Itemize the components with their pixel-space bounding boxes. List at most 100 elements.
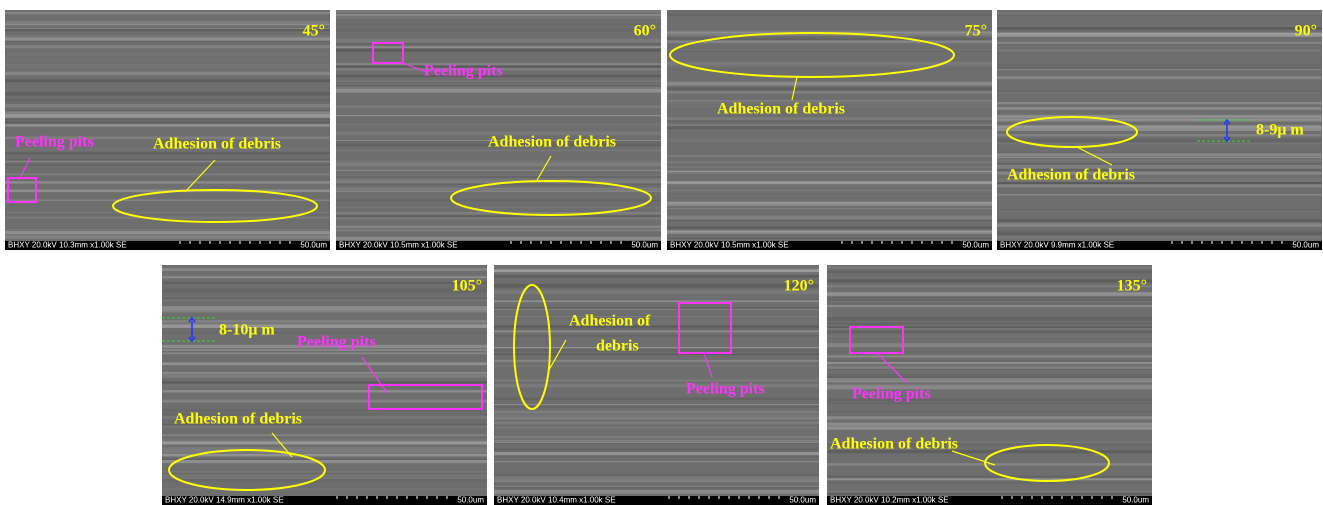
info-text: BHXY 20.0kV 10.4mm x1.00k SE [497, 496, 616, 505]
surface-streak [494, 321, 819, 323]
surface-streak [827, 381, 1152, 382]
surface-streak [5, 181, 330, 184]
surface-streak [494, 284, 819, 288]
surface-streak [494, 415, 819, 419]
surface-streak [827, 309, 1152, 310]
surface-streak [336, 229, 661, 231]
surface-streak [336, 226, 661, 227]
surface-streak [494, 384, 819, 387]
surface-streak [162, 489, 487, 490]
surface-streak [5, 159, 330, 161]
info-text: BHXY 20.0kV 10.5mm x1.00k SE [339, 241, 458, 250]
surface-streak [336, 17, 661, 19]
surface-streak [5, 79, 330, 82]
surface-streak [336, 14, 661, 16]
surface-streak [667, 44, 992, 46]
scale-text: 50.0um [457, 496, 484, 505]
surface-streak [5, 236, 330, 237]
surface-streak [997, 198, 1322, 201]
annotation: Peeling pits [424, 63, 503, 80]
surface-streak [667, 238, 992, 239]
surface-streak [162, 277, 487, 278]
surface-streak [997, 139, 1322, 143]
surface-streak [827, 297, 1152, 298]
surface-streak [5, 212, 330, 214]
surface-streak [336, 23, 661, 25]
surface-streak [494, 452, 819, 455]
surface-streak [997, 49, 1322, 51]
surface-streak [5, 99, 330, 102]
surface-streak [667, 215, 992, 218]
surface-streak [667, 227, 992, 229]
surface-streak [997, 235, 1322, 239]
surface-streak [5, 12, 330, 14]
annotation: Adhesion of [569, 313, 651, 330]
angle-label: 105° [452, 278, 482, 295]
surface-streak [997, 27, 1322, 30]
surface-streak [827, 427, 1152, 430]
scale-text: 50.0um [631, 241, 658, 250]
surface-streak [667, 126, 992, 129]
surface-streak [827, 416, 1152, 419]
annotation: Adhesion of debris [488, 134, 616, 151]
surface-streak [667, 208, 992, 209]
surface-streak [997, 160, 1322, 162]
surface-streak [494, 443, 819, 444]
surface-streak [162, 325, 487, 328]
surface-streak [667, 231, 992, 233]
surface-streak [336, 190, 661, 192]
surface-streak [5, 37, 330, 40]
surface-streak [494, 426, 819, 429]
surface-streak [336, 30, 661, 31]
surface-streak [667, 48, 992, 50]
surface-streak [5, 59, 330, 62]
surface-streak [5, 130, 330, 131]
surface-streak [667, 167, 992, 168]
sem-panel: BHXY 20.0kV 10.5mm x1.00k SE50.0um60°Pee… [336, 10, 661, 250]
surface-streak [494, 449, 819, 451]
surface-streak [494, 270, 819, 272]
surface-streak [5, 199, 330, 200]
surface-streak [5, 41, 330, 42]
surface-streak [336, 237, 661, 240]
surface-streak [827, 305, 1152, 307]
surface-streak [997, 194, 1322, 196]
surface-streak [827, 365, 1152, 367]
surface-streak [494, 455, 819, 457]
surface-streak [827, 276, 1152, 279]
surface-streak [336, 89, 661, 92]
scale-text: 50.0um [1292, 241, 1319, 250]
surface-streak [162, 372, 487, 374]
surface-streak [5, 229, 330, 230]
angle-label: 45° [303, 23, 325, 40]
surface-streak [336, 170, 661, 171]
surface-streak [667, 11, 992, 15]
surface-streak [667, 220, 992, 222]
surface-streak [494, 327, 819, 331]
surface-streak [667, 82, 992, 86]
surface-streak [827, 356, 1152, 358]
surface-streak [997, 26, 1322, 27]
surface-streak [162, 447, 487, 451]
surface-streak [162, 434, 487, 436]
scale-text: 50.0um [300, 241, 327, 250]
surface-streak [827, 360, 1152, 362]
info-text: BHXY 20.0kV 10.2mm x1.00k SE [830, 496, 949, 505]
info-text: BHXY 20.0kV 10.3mm x1.00k SE [8, 241, 127, 250]
surface-streak [336, 207, 661, 208]
surface-streak [494, 348, 819, 352]
scale-text: 50.0um [1122, 496, 1149, 505]
surface-streak [827, 285, 1152, 287]
surface-streak [5, 124, 330, 127]
surface-streak [667, 192, 992, 193]
surface-streak [336, 36, 661, 37]
figure: BHXY 20.0kV 10.3mm x1.00k SE 50.0um 45° Pee… [0, 0, 1323, 505]
surface-streak [162, 479, 487, 482]
surface-streak [162, 454, 487, 456]
annotation: Adhesion of debris [153, 136, 281, 153]
surface-streak [336, 81, 661, 82]
surface-streak [667, 138, 992, 141]
surface-streak [827, 323, 1152, 324]
surface-streak [667, 124, 992, 125]
